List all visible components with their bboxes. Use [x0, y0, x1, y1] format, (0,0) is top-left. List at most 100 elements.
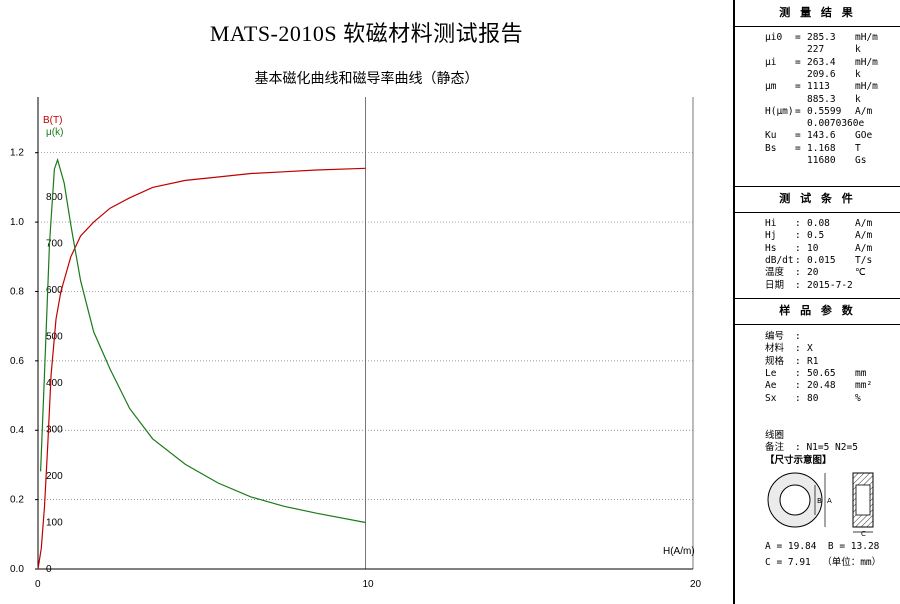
conditions-header: 测 试 条 件: [779, 192, 856, 205]
x-tick-label: 0: [35, 579, 41, 590]
y-right-axis-label: μ(k): [46, 127, 63, 138]
result-unit: mH/m: [855, 32, 878, 43]
sample-eq: :: [795, 380, 801, 392]
dim-label-a: A: [827, 497, 832, 505]
condition-name: 温度: [765, 267, 785, 279]
condition-unit: A/m: [855, 218, 873, 229]
result-value: 11680: [807, 155, 836, 166]
sample-value: R1: [807, 355, 819, 367]
sample-eq: :: [795, 355, 801, 367]
sample-value: X: [807, 343, 813, 355]
y-left-tick-label: 0.0: [10, 564, 24, 575]
y-left-axis-label: B(T): [43, 115, 62, 126]
y-right-tick-label: 300: [46, 425, 63, 436]
sample-unit: mm²: [855, 380, 873, 392]
result-unit: k: [855, 68, 861, 80]
condition-name: dB/dt: [765, 254, 794, 266]
y-right-tick-label: 200: [46, 471, 63, 482]
result-value: 227: [807, 44, 825, 56]
condition-value: 20: [807, 267, 819, 279]
x-axis-label: H(A/m): [663, 546, 695, 557]
dim-label-b: B: [817, 497, 822, 505]
condition-name: Hj: [765, 230, 777, 242]
sample-name: 规格: [765, 355, 785, 367]
result-eq: =: [795, 81, 801, 93]
sample-name: 编号: [765, 331, 785, 342]
dimension-diagram: B A C: [767, 472, 874, 538]
result-name: H(μm): [765, 105, 794, 117]
result-value: 285.3: [807, 32, 836, 43]
result-unit: Gs: [855, 155, 867, 166]
condition-value: 0.5: [807, 230, 825, 242]
y-left-tick-label: 0.6: [10, 356, 24, 367]
result-unit: A/m: [855, 105, 873, 117]
result-value: 0.5599: [807, 105, 842, 117]
remark-value: :: [795, 454, 801, 465]
condition-unit: A/m: [855, 230, 873, 242]
result-value: 209.6: [807, 68, 836, 80]
result-name: Bs: [765, 142, 777, 154]
dim-values-ab: A = 19.84 B = 13.28: [765, 541, 880, 552]
sample-unit: %: [855, 392, 861, 404]
condition-value: 2015-7-2: [807, 279, 853, 291]
condition-value: 10: [807, 242, 819, 254]
sample-value: 20.48: [807, 380, 836, 392]
condition-eq: :: [795, 230, 801, 242]
result-name: μm: [765, 81, 777, 93]
y-left-tick-label: 0.4: [10, 425, 24, 436]
condition-eq: :: [795, 279, 801, 291]
result-value: 0.0070360e: [807, 118, 865, 130]
remark-row: 备注 :: [765, 429, 801, 479]
sample-name: Ae: [765, 380, 777, 392]
y-left-tick-label: 0.8: [10, 286, 24, 297]
result-eq: =: [795, 105, 801, 117]
sample-unit: mm: [855, 367, 867, 379]
y-right-tick-label: 0: [46, 564, 52, 575]
condition-eq: :: [795, 254, 801, 266]
condition-name: Hs: [765, 242, 777, 254]
result-eq: =: [795, 56, 801, 68]
sample-eq: :: [795, 392, 801, 404]
coil-row: 线圈 : N1=5 N2=5: [765, 417, 858, 467]
result-unit: T: [855, 142, 861, 154]
sample-header: 样 品 参 数: [779, 304, 856, 317]
y-right-tick-label: 800: [46, 192, 63, 203]
chart-subtitle: 基本磁化曲线和磁导率曲线（静态）: [254, 71, 479, 87]
result-name: μi0: [765, 32, 783, 43]
result-unit: mH/m: [855, 81, 878, 93]
y-left-tick-label: 1.2: [10, 148, 24, 159]
sample-value: 50.65: [807, 367, 836, 379]
series-line-mu: [40, 157, 366, 524]
y-right-tick-label: 600: [46, 285, 63, 296]
sample-eq: :: [795, 343, 801, 355]
condition-eq: :: [795, 242, 801, 254]
result-unit: k: [855, 93, 861, 105]
condition-eq: :: [795, 218, 801, 229]
result-unit: mH/m: [855, 56, 878, 68]
condition-eq: :: [795, 267, 801, 279]
y-right-tick-label: 100: [46, 518, 63, 529]
dim-values-c: C = 7.91 （单位：mm）: [765, 557, 882, 568]
condition-name: 日期: [765, 279, 785, 291]
result-value: 143.6: [807, 130, 836, 142]
sample-value: 80: [807, 392, 819, 404]
result-name: Ku: [765, 130, 777, 142]
sample-name: 材料: [765, 343, 785, 355]
condition-unit: A/m: [855, 242, 873, 254]
condition-name: Hi: [765, 218, 777, 229]
y-right-tick-label: 700: [46, 239, 63, 250]
sample-name: Le: [765, 367, 777, 379]
coil-value: : N1=5 N2=5: [795, 442, 858, 453]
result-value: 263.4: [807, 56, 836, 68]
sample-eq: :: [795, 367, 801, 379]
y-left-tick-label: 1.0: [10, 217, 24, 228]
chart: 0.00.20.40.60.81.01.20100200300400500600…: [10, 97, 702, 590]
x-tick-label: 10: [363, 579, 375, 590]
dim-label-c: C: [861, 530, 866, 538]
remark-label: 备注: [765, 441, 785, 453]
result-unit: k: [855, 44, 861, 56]
result-value: 1.168: [807, 142, 836, 154]
result-value: 885.3: [807, 93, 836, 105]
diagram-title: 【尺寸示意图】: [765, 455, 832, 466]
ring-inner: [779, 484, 811, 516]
